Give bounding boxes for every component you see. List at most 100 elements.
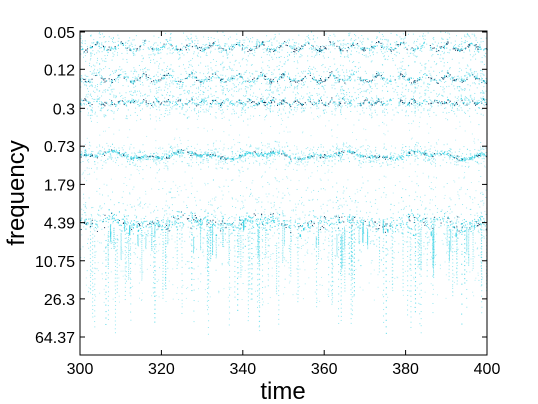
scatter-point	[163, 74, 165, 76]
scatter-point	[257, 39, 259, 41]
scatter-point	[202, 50, 204, 52]
scatter-point	[281, 103, 283, 105]
scatter-point	[101, 95, 103, 97]
scatter-point	[331, 71, 333, 73]
scatter-point	[411, 98, 413, 100]
scatter-point	[466, 102, 468, 104]
scatter-point	[359, 77, 361, 79]
scatter-point	[104, 114, 106, 116]
scatter-point	[263, 103, 265, 105]
scatter-point	[350, 73, 352, 75]
scatter-point	[273, 100, 275, 102]
scatter-point	[384, 78, 386, 80]
scatter-point	[205, 65, 207, 67]
scatter-point	[481, 100, 483, 102]
scatter-point	[154, 159, 156, 161]
scatter-point	[210, 103, 212, 105]
scatter-point	[360, 47, 362, 49]
scatter-point	[139, 45, 141, 47]
scatter-point	[365, 54, 367, 56]
scatter-point	[400, 38, 402, 40]
scatter-point	[163, 46, 165, 48]
scatter-point	[346, 75, 348, 77]
scatter-point	[131, 158, 133, 160]
scatter-point	[414, 90, 416, 92]
scatter-point	[158, 89, 160, 91]
scatter-point	[228, 65, 230, 67]
scatter-point	[403, 76, 405, 78]
scatter-point	[480, 75, 482, 77]
scatter-point	[92, 90, 94, 92]
scatter-point	[464, 36, 466, 38]
scatter-point	[169, 68, 171, 70]
scatter-point	[253, 46, 255, 48]
scatter-point	[397, 154, 399, 156]
scatter-point	[190, 99, 192, 101]
scatter-point	[297, 72, 299, 74]
scatter-point	[347, 88, 349, 90]
scatter-point	[170, 39, 172, 41]
scatter-point	[148, 69, 150, 71]
scatter-point	[212, 76, 214, 78]
scatter-point	[207, 36, 209, 38]
scatter-point	[282, 99, 284, 101]
scatter-point	[172, 47, 174, 49]
scatter-point	[304, 39, 306, 41]
scatter-point	[357, 88, 359, 90]
scatter-point	[476, 156, 478, 158]
scatter-point	[346, 51, 348, 53]
scatter-point	[87, 159, 89, 161]
scatter-point	[314, 79, 316, 81]
scatter-point	[150, 118, 152, 120]
scatter-point	[132, 100, 134, 102]
scatter-point	[141, 102, 143, 104]
scatter-point	[458, 71, 460, 73]
scatter-point	[484, 80, 486, 82]
scatter-point	[326, 105, 328, 107]
scatter-point	[480, 113, 482, 115]
scatter-point	[308, 67, 310, 69]
scatter-point	[393, 91, 395, 93]
scatter-point	[285, 86, 287, 88]
scatter-point	[407, 102, 409, 104]
scatter-point	[296, 107, 298, 109]
scatter-point	[131, 152, 133, 154]
scatter-point	[113, 54, 115, 56]
scatter-point	[136, 157, 138, 159]
scatter-point	[216, 70, 218, 72]
scatter-point	[178, 80, 180, 82]
scatter-point	[396, 34, 398, 36]
scatter-point	[222, 31, 224, 33]
scatter-point	[361, 48, 363, 50]
scatter-point	[340, 107, 342, 109]
scatter-point	[114, 47, 116, 49]
scatter-point	[301, 55, 303, 57]
scatter-point	[118, 75, 120, 77]
scatter-point	[96, 59, 98, 61]
scatter-point	[278, 84, 280, 86]
scatter-point	[132, 92, 134, 94]
scatter-point	[104, 46, 106, 48]
scatter-point	[164, 45, 166, 47]
scatter-point	[217, 156, 219, 158]
scatter-point	[483, 54, 485, 56]
scatter-point	[293, 79, 295, 81]
scatter-point	[404, 37, 406, 39]
scatter-point	[298, 43, 300, 45]
scatter-point	[343, 71, 345, 73]
scatter-point	[279, 104, 281, 106]
scatter-point	[199, 94, 201, 96]
scatter-point	[268, 48, 270, 50]
scatter-point	[324, 91, 326, 93]
scatter-point	[300, 53, 302, 55]
scatter-point	[206, 158, 208, 160]
scatter-point	[136, 94, 138, 96]
scatter-point	[480, 146, 482, 148]
scatter-point	[428, 87, 430, 89]
scatter-point	[160, 73, 162, 75]
scatter-point	[262, 98, 264, 100]
scatter-point	[148, 57, 150, 59]
scatter-point	[318, 49, 320, 51]
scatter-point	[355, 97, 357, 99]
scatter-point	[137, 75, 139, 77]
